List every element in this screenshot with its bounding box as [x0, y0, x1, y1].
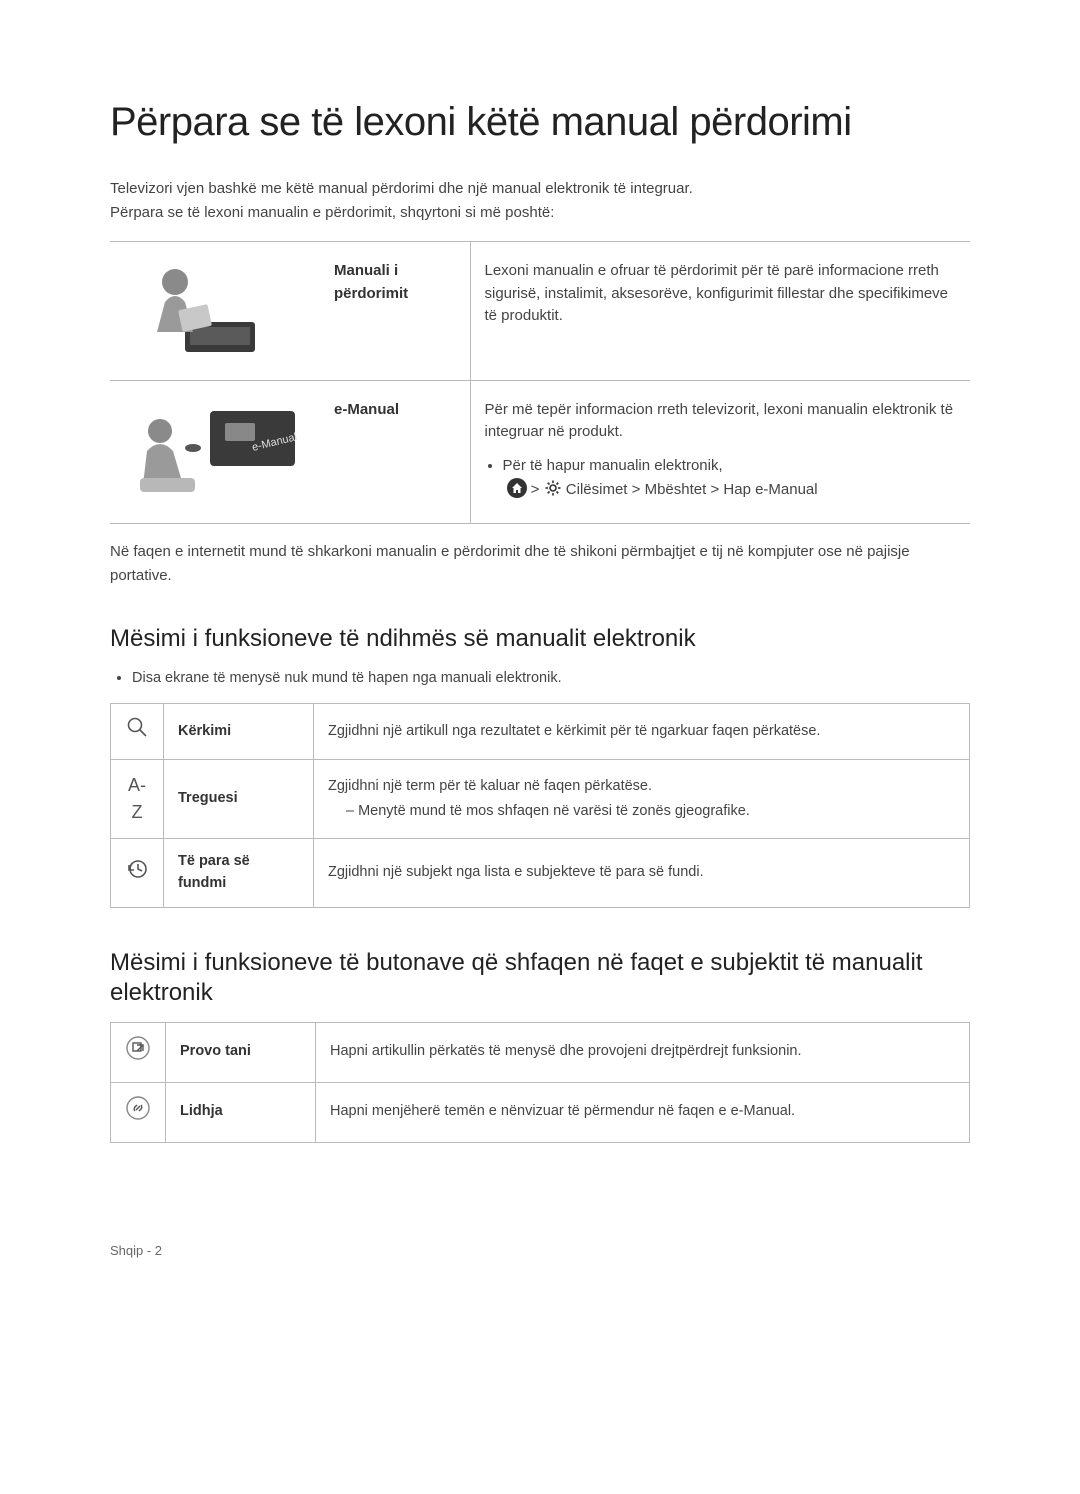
help-functions-table: Kërkimi Zgjidhni një artikull nga rezult…: [110, 703, 970, 908]
link-label: Lidhja: [166, 1082, 316, 1142]
recent-icon: [111, 839, 164, 908]
table-row: Manuali i përdorimit Lexoni manualin e o…: [110, 242, 970, 381]
navigation-path: > Cilësimet > Mbështet > Hap e-Manual: [503, 481, 818, 498]
manual-description: Lexoni manualin e ofruar të përdorimit p…: [470, 242, 970, 381]
path-support: Mbështet: [645, 481, 707, 498]
post-table-note: Në faqen e internetit mund të shkarkoni …: [110, 540, 970, 588]
try-now-label: Provo tani: [166, 1022, 316, 1082]
link-icon: [111, 1082, 166, 1142]
table-row: Kërkimi Zgjidhni një artikull nga rezult…: [111, 704, 970, 760]
search-icon: [111, 704, 164, 760]
illustration-cell: [110, 242, 320, 381]
section-1-note: Disa ekrane të menysë nuk mund të hapen …: [132, 668, 970, 690]
index-desc-main: Zgjidhni një term për të kaluar në faqen…: [328, 778, 652, 794]
gear-icon: [544, 479, 562, 505]
emanual-description: Për më tepër informacion rreth televizor…: [470, 380, 970, 523]
index-description: Zgjidhni një term për të kaluar në faqen…: [314, 760, 970, 839]
section-1-title: Mësimi i funksioneve të ndihmës së manua…: [110, 624, 970, 654]
try-now-icon: [111, 1022, 166, 1082]
search-description: Zgjidhni një artikull nga rezultatet e k…: [314, 704, 970, 760]
link-description: Hapni menjëherë temën e nënvizuar të për…: [316, 1082, 970, 1142]
intro-line-2: Përpara se të lexoni manualin e përdorim…: [110, 204, 554, 221]
try-now-description: Hapni artikullin përkatës të menysë dhe …: [316, 1022, 970, 1082]
recent-description: Zgjidhni një subjekt nga lista e subjekt…: [314, 839, 970, 908]
emanual-open-instruction: Për të hapur manualin elektronik, > Cilë…: [503, 454, 957, 505]
person-tv-illustration: e-Manual: [125, 393, 305, 503]
intro-line-1: Televizori vjen bashkë me këtë manual pë…: [110, 180, 693, 197]
table-row: Të para së fundmi Zgjidhni një subjekt n…: [111, 839, 970, 908]
index-icon: A-Z: [111, 760, 164, 839]
index-desc-sub: – Menytë mund të mos shfaqen në varësi t…: [328, 801, 955, 823]
emanual-label: e-Manual: [320, 380, 470, 523]
table-row: e-Manual e-Manual Për më tepër informaci…: [110, 380, 970, 523]
button-functions-table: Provo tani Hapni artikullin përkatës të …: [110, 1022, 970, 1143]
table-row: Lidhja Hapni menjëherë temën e nënvizuar…: [111, 1082, 970, 1142]
path-open-emanual: Hap e-Manual: [723, 481, 817, 498]
home-icon: [507, 478, 527, 498]
page-title: Përpara se të lexoni këtë manual përdori…: [110, 100, 970, 145]
person-reading-illustration: [125, 252, 305, 362]
path-settings: Cilësimet: [566, 481, 628, 498]
emanual-bullet-text: Për të hapur manualin elektronik,: [503, 457, 723, 474]
intro-text: Televizori vjen bashkë me këtë manual pë…: [110, 177, 970, 225]
illustration-cell: e-Manual: [110, 380, 320, 523]
recent-label: Të para së fundmi: [164, 839, 314, 908]
emanual-desc-text: Për më tepër informacion rreth televizor…: [485, 401, 954, 441]
table-row: Provo tani Hapni artikullin përkatës të …: [111, 1022, 970, 1082]
page-footer: Shqip - 2: [110, 1243, 970, 1258]
index-label: Treguesi: [164, 760, 314, 839]
manuals-table: Manuali i përdorimit Lexoni manualin e o…: [110, 241, 970, 524]
search-label: Kërkimi: [164, 704, 314, 760]
manual-label: Manuali i përdorimit: [320, 242, 470, 381]
section-2-title: Mësimi i funksioneve të butonave që shfa…: [110, 948, 970, 1008]
table-row: A-Z Treguesi Zgjidhni një term për të ka…: [111, 760, 970, 839]
